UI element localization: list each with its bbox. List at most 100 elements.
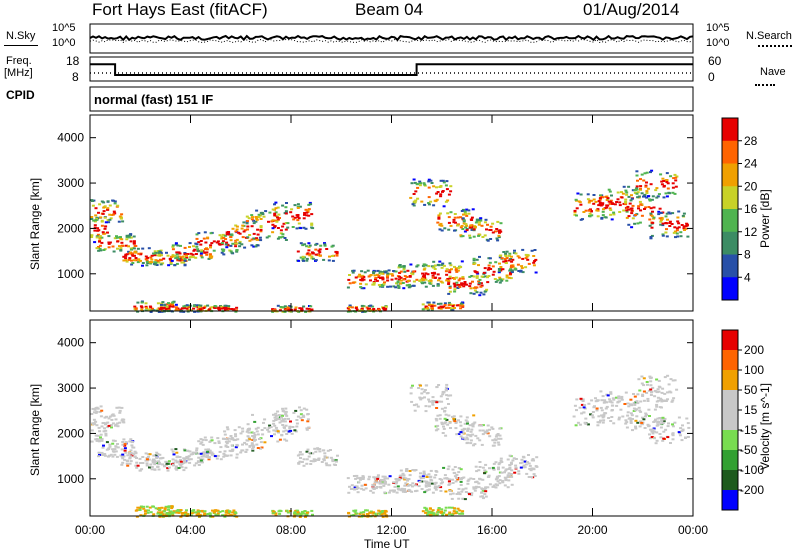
power-cell xyxy=(458,277,462,280)
velocity-cell xyxy=(155,451,159,454)
velocity-cell xyxy=(492,462,496,465)
velocity-cell xyxy=(411,469,415,471)
power-cell xyxy=(468,234,472,237)
velocity-cell xyxy=(590,414,594,417)
power-cell xyxy=(130,248,133,251)
power-cell xyxy=(635,192,639,195)
power-cell xyxy=(406,269,410,272)
velocity-cell xyxy=(128,440,132,443)
velocity-cell xyxy=(172,461,176,464)
power-cell xyxy=(620,191,623,194)
velocity-cell xyxy=(457,497,461,500)
velocity-cell xyxy=(425,482,429,484)
velocity-cell xyxy=(136,464,140,467)
power-cell xyxy=(633,189,637,192)
power-cell xyxy=(658,217,662,220)
velocity-cell xyxy=(362,513,366,516)
power-cell xyxy=(627,223,631,226)
velocity-cell xyxy=(174,448,178,451)
power-cell xyxy=(276,227,280,229)
power-cell xyxy=(633,191,637,194)
power-cell xyxy=(302,217,306,220)
velocity-cell xyxy=(662,400,665,402)
power-cell xyxy=(177,255,181,258)
power-cell xyxy=(447,279,451,282)
velocity-cell xyxy=(145,459,149,462)
power-cell xyxy=(666,218,669,221)
power-cell xyxy=(630,212,634,215)
power-cell xyxy=(127,258,131,261)
velocity-cell xyxy=(657,379,661,382)
velocity-cell xyxy=(267,430,271,433)
velocity-cell xyxy=(223,433,227,436)
power-cell xyxy=(94,219,98,222)
velocity-cell xyxy=(677,431,681,434)
power-cell xyxy=(605,199,609,201)
power-cell xyxy=(347,309,351,311)
velocity-cell xyxy=(533,475,537,477)
power-cell xyxy=(610,218,614,221)
power-cell xyxy=(237,231,241,234)
power-cell xyxy=(198,308,202,311)
power-cell xyxy=(439,179,443,182)
velocity-cell xyxy=(116,443,119,445)
velocity-cell xyxy=(437,384,441,386)
velocity-cell xyxy=(634,427,638,430)
power-cell xyxy=(599,194,602,197)
power-cell xyxy=(220,305,224,308)
velocity-cell xyxy=(397,479,401,482)
velocity-cell xyxy=(241,449,245,452)
velocity-cell xyxy=(640,375,644,378)
power-cell xyxy=(195,237,199,240)
velocity-cell xyxy=(363,483,367,486)
velocity-cell xyxy=(418,396,422,399)
velocity-cell xyxy=(426,513,430,516)
velocity-cell xyxy=(302,512,306,515)
velocity-cell xyxy=(638,425,642,428)
power-cell xyxy=(296,214,300,216)
velocity-cell xyxy=(234,435,238,438)
velocity-cell xyxy=(671,423,674,426)
velocity-cell xyxy=(177,467,181,469)
velocity-cell xyxy=(432,514,436,516)
velocity-cell xyxy=(423,506,427,509)
power-cell xyxy=(156,259,160,262)
power-cell xyxy=(115,235,118,238)
power-cell xyxy=(679,235,683,238)
power-cell xyxy=(380,284,384,286)
velocity-cell xyxy=(250,444,254,447)
velocity-cell xyxy=(194,511,198,514)
velocity-cell xyxy=(114,450,118,453)
nave-label: Nave xyxy=(760,66,786,78)
power-cell xyxy=(650,169,654,172)
power-cell xyxy=(473,289,477,292)
velocity-cell xyxy=(456,507,460,510)
power-cell xyxy=(489,268,493,270)
velocity-cell xyxy=(649,376,653,379)
velocity-cell xyxy=(210,436,214,439)
power-cell xyxy=(416,186,420,189)
power-cell xyxy=(129,233,133,236)
power-cell xyxy=(310,222,314,225)
power-cell xyxy=(113,237,117,240)
power-cell xyxy=(144,309,148,312)
velocity-cell xyxy=(452,510,456,513)
velocity-cell xyxy=(435,386,439,389)
power-cell xyxy=(629,199,633,202)
velocity-cell xyxy=(312,458,316,461)
velocity-cell xyxy=(666,391,669,394)
velocity-cell xyxy=(474,434,478,437)
velocity-cell xyxy=(461,510,465,513)
velocity-cell xyxy=(393,485,397,488)
velocity-cell xyxy=(236,444,240,447)
date-label: 01/Aug/2014 xyxy=(583,0,680,19)
power-cell xyxy=(606,197,610,200)
velocity-cell xyxy=(252,437,256,440)
power-cell xyxy=(440,229,444,232)
power-cell xyxy=(205,248,209,251)
power-cell xyxy=(217,307,221,310)
y-tick-label: 3000 xyxy=(57,381,84,395)
velocity-cell xyxy=(447,403,450,405)
nave-dots xyxy=(755,84,775,86)
power-cell xyxy=(311,227,315,230)
